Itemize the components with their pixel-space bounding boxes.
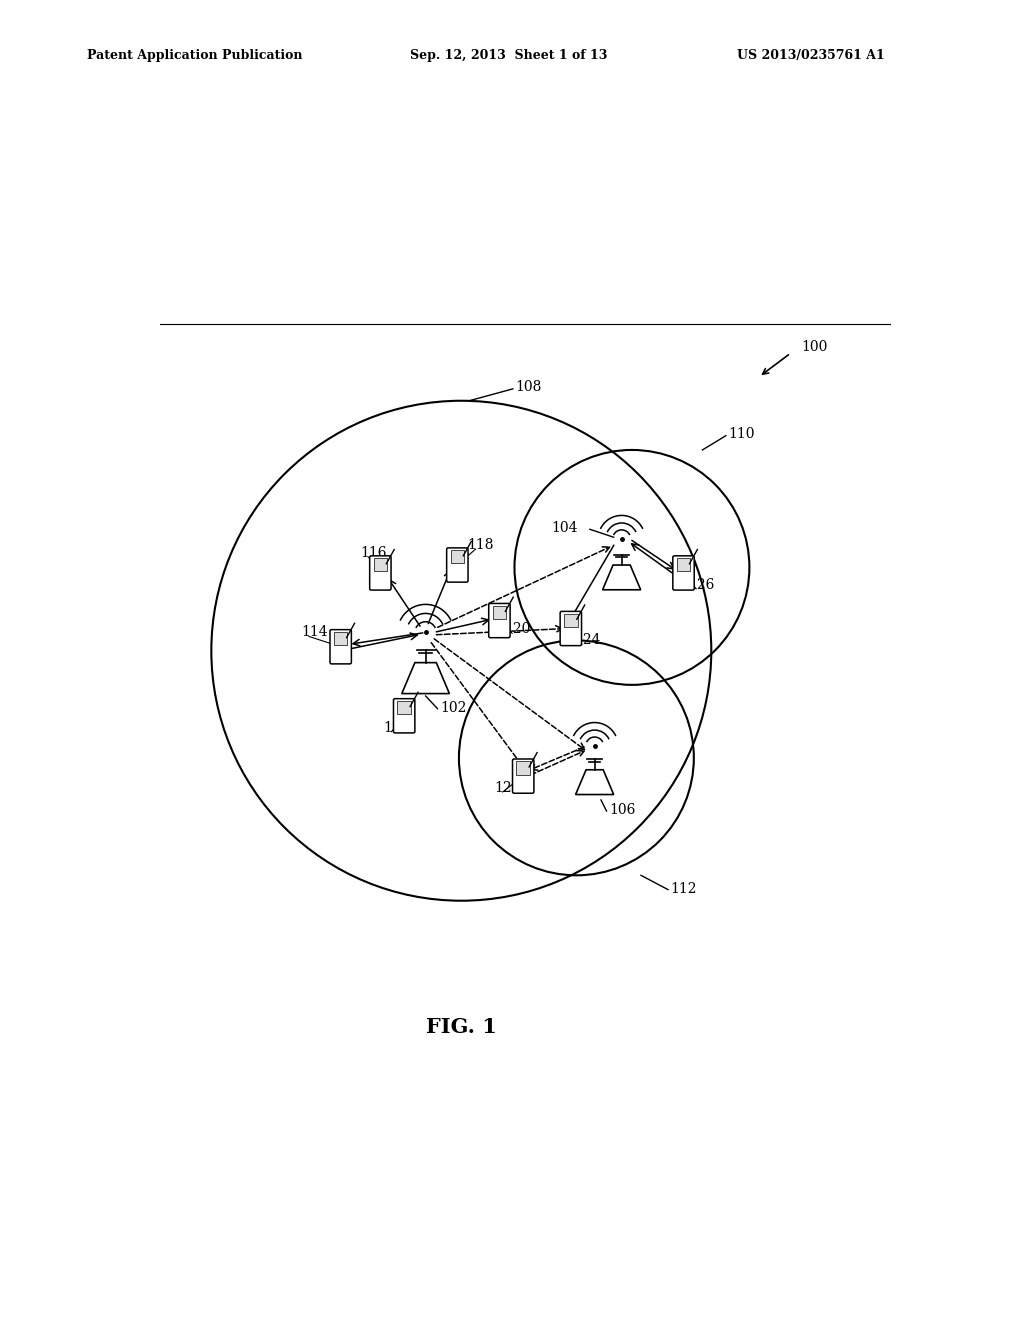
- Text: 102: 102: [440, 701, 466, 715]
- Text: 112: 112: [671, 882, 697, 896]
- FancyBboxPatch shape: [370, 556, 391, 590]
- FancyBboxPatch shape: [560, 611, 582, 645]
- Text: 108: 108: [515, 380, 542, 395]
- Bar: [516, 762, 530, 775]
- Text: 118: 118: [468, 539, 495, 552]
- Text: 110: 110: [728, 428, 755, 441]
- Text: US 2013/0235761 A1: US 2013/0235761 A1: [737, 49, 885, 62]
- Polygon shape: [401, 663, 450, 693]
- Text: Sep. 12, 2013  Sheet 1 of 13: Sep. 12, 2013 Sheet 1 of 13: [410, 49, 607, 62]
- Bar: [374, 558, 387, 572]
- Bar: [677, 558, 690, 572]
- FancyBboxPatch shape: [488, 603, 510, 638]
- Text: 126: 126: [688, 578, 715, 591]
- Text: 100: 100: [801, 339, 827, 354]
- Polygon shape: [575, 770, 613, 795]
- Text: 128: 128: [495, 781, 521, 795]
- Text: 114: 114: [301, 626, 328, 639]
- Text: Patent Application Publication: Patent Application Publication: [87, 49, 302, 62]
- FancyBboxPatch shape: [673, 556, 694, 590]
- Text: 124: 124: [574, 634, 600, 647]
- Text: FIG. 1: FIG. 1: [426, 1018, 497, 1038]
- Text: 106: 106: [609, 803, 635, 817]
- FancyBboxPatch shape: [513, 759, 534, 793]
- FancyBboxPatch shape: [446, 548, 468, 582]
- Bar: [493, 606, 506, 619]
- Bar: [451, 550, 464, 564]
- FancyBboxPatch shape: [393, 698, 415, 733]
- Bar: [564, 614, 578, 627]
- Text: 116: 116: [360, 546, 387, 560]
- Text: 120: 120: [504, 622, 530, 636]
- Text: 104: 104: [552, 520, 579, 535]
- Text: 122: 122: [384, 721, 410, 735]
- FancyBboxPatch shape: [330, 630, 351, 664]
- Bar: [397, 701, 411, 714]
- Polygon shape: [602, 565, 641, 590]
- Bar: [334, 632, 347, 645]
